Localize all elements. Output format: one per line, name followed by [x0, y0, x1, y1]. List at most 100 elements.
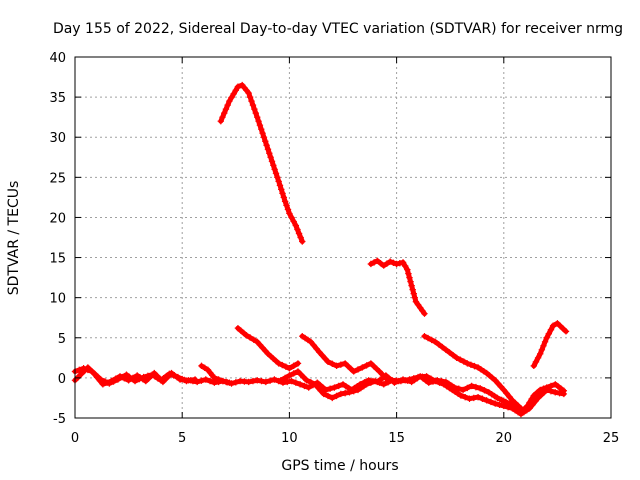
data-point	[278, 186, 285, 193]
data-point	[254, 113, 261, 121]
data-point	[449, 351, 457, 359]
x-tick-label: 15	[388, 431, 405, 446]
data-point	[421, 332, 428, 340]
data-point	[316, 349, 323, 356]
data-point	[333, 392, 340, 400]
data-point	[280, 194, 288, 201]
data-point	[262, 378, 270, 386]
data-point	[234, 83, 242, 90]
data-point	[290, 218, 297, 225]
y-tick-label: 35	[49, 91, 66, 106]
data-point	[329, 360, 336, 368]
data-point	[547, 387, 555, 395]
data-point	[286, 372, 293, 379]
data-point	[537, 386, 544, 394]
data-point	[337, 361, 345, 368]
data-point	[174, 373, 182, 381]
data-point	[376, 368, 383, 375]
data-point	[543, 334, 550, 341]
data-point	[446, 349, 453, 356]
data-point	[295, 230, 303, 237]
data-point	[313, 345, 320, 352]
data-point	[380, 262, 387, 269]
data-point	[399, 259, 407, 266]
data-point	[333, 362, 340, 370]
data-point	[290, 362, 297, 370]
data-point	[281, 198, 289, 205]
series-track-5	[421, 332, 525, 412]
data-point	[270, 162, 277, 169]
data-point	[272, 170, 280, 177]
data-point	[284, 378, 291, 386]
data-point	[258, 377, 265, 385]
data-point	[529, 401, 536, 409]
series-track-9	[71, 365, 199, 387]
data-point	[211, 379, 218, 386]
data-point	[479, 395, 486, 402]
data-point	[335, 382, 342, 390]
data-point	[367, 379, 375, 386]
data-point	[266, 150, 273, 157]
data-point	[407, 278, 414, 285]
data-point	[281, 374, 289, 382]
y-tick-label: 5	[58, 332, 66, 347]
data-point	[275, 360, 282, 367]
data-point	[187, 377, 194, 384]
data-point	[245, 89, 252, 97]
data-point	[288, 214, 295, 221]
data-point	[232, 87, 239, 94]
data-point	[467, 361, 475, 368]
data-point	[494, 394, 501, 402]
data-point	[230, 90, 237, 98]
data-point	[410, 375, 417, 382]
data-point	[541, 338, 549, 345]
x-tick-label: 20	[496, 431, 513, 446]
data-point	[303, 377, 310, 384]
data-point	[331, 384, 338, 391]
data-point	[401, 262, 409, 270]
data-point	[421, 310, 428, 317]
data-point	[286, 365, 293, 372]
data-point	[219, 377, 227, 385]
data-point	[307, 379, 315, 386]
data-point	[538, 346, 546, 354]
series-track-6	[530, 320, 570, 370]
x-tick-label: 25	[603, 431, 620, 446]
data-point	[431, 377, 439, 385]
data-point	[118, 373, 126, 381]
data-point	[324, 358, 332, 366]
data-point	[254, 377, 261, 384]
data-point	[329, 394, 336, 402]
data-point	[435, 341, 442, 348]
data-point	[251, 105, 258, 113]
data-point	[97, 376, 104, 383]
data-point	[292, 222, 300, 229]
data-point	[383, 260, 391, 267]
data-point	[288, 377, 295, 385]
data-point	[562, 328, 570, 335]
x-axis-label: GPS time / hours	[281, 458, 398, 474]
data-point	[76, 366, 83, 374]
y-tick-label: 15	[49, 252, 66, 267]
data-point	[114, 376, 122, 383]
plot-frame	[74, 56, 612, 419]
data-point	[255, 117, 262, 125]
data-point	[341, 389, 349, 397]
data-point	[533, 389, 541, 396]
data-point	[206, 377, 214, 385]
series-track-3	[234, 324, 302, 372]
data-point	[532, 358, 540, 366]
grid-lines	[75, 57, 611, 418]
data-point	[409, 286, 416, 293]
series-track-2	[367, 257, 428, 317]
data-point	[506, 393, 513, 401]
y-tick-label: 40	[49, 51, 66, 66]
data-point	[530, 392, 538, 399]
data-point	[324, 392, 332, 400]
data-point	[386, 258, 394, 265]
data-point	[370, 259, 378, 266]
data-point	[232, 379, 239, 386]
data-point	[498, 396, 505, 404]
data-point	[283, 202, 290, 209]
